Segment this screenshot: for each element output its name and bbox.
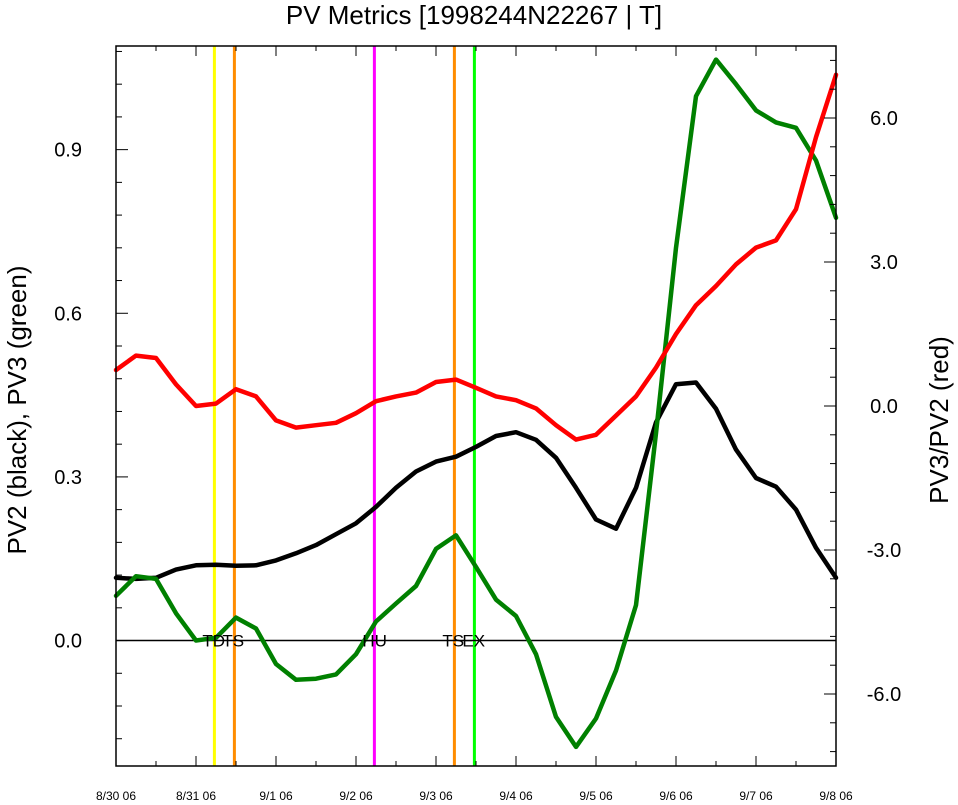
y-right-tick-label: 0.0 <box>870 396 898 418</box>
stage-label-td: TD <box>202 632 225 651</box>
y-left-tick-label: 0.3 <box>54 467 82 489</box>
x-tick-label: 9/7 06 <box>739 789 773 803</box>
series-line-pv2 <box>113 380 839 582</box>
y-right-tick-label: 6.0 <box>870 108 898 130</box>
series-line-pv3-pv2 <box>113 72 839 442</box>
x-tick-label: 9/3 06 <box>419 789 453 803</box>
x-tick-label: 9/4 06 <box>499 789 533 803</box>
stage-label-ts: TS <box>222 632 244 651</box>
y-right-tick-label: 3.0 <box>870 252 898 274</box>
stage-label-ts: TS <box>442 632 464 651</box>
stage-label-ex: EX <box>462 632 485 651</box>
x-tick-label: 9/1 06 <box>259 789 293 803</box>
y-right-tick-label: -6.0 <box>867 684 901 706</box>
y-left-tick-label: 0.0 <box>54 631 82 653</box>
y-left-tick-label: 0.9 <box>54 140 82 162</box>
x-tick-label: 9/5 06 <box>579 789 613 803</box>
stage-markers <box>212 46 476 766</box>
x-tick-label: 9/2 06 <box>339 789 373 803</box>
stage-label-hu: HU <box>362 632 387 651</box>
x-tick-label: 9/6 06 <box>659 789 693 803</box>
axes-layer: 8/30 06 8/31 06 9/1 06 9/2 06 9/3 06 9/4 06 9/… <box>54 45 901 803</box>
plot-frame <box>115 45 837 767</box>
x-tick-label: 9/8 06 <box>819 789 853 803</box>
chart-title: PV Metrics [1998244N22267 | T] <box>286 0 662 30</box>
x-tick-label: 8/31 06 <box>176 789 216 803</box>
y-axis-right-title: PV3/PV2 (red) <box>924 336 954 504</box>
x-tick-label: 8/30 06 <box>96 789 136 803</box>
y-left-tick-label: 0.6 <box>54 303 82 325</box>
series-line-pv3 <box>113 57 839 750</box>
y-axis-left-title: PV2 (black), PV3 (green) <box>2 265 32 554</box>
y-right-tick-label: -3.0 <box>867 540 901 562</box>
